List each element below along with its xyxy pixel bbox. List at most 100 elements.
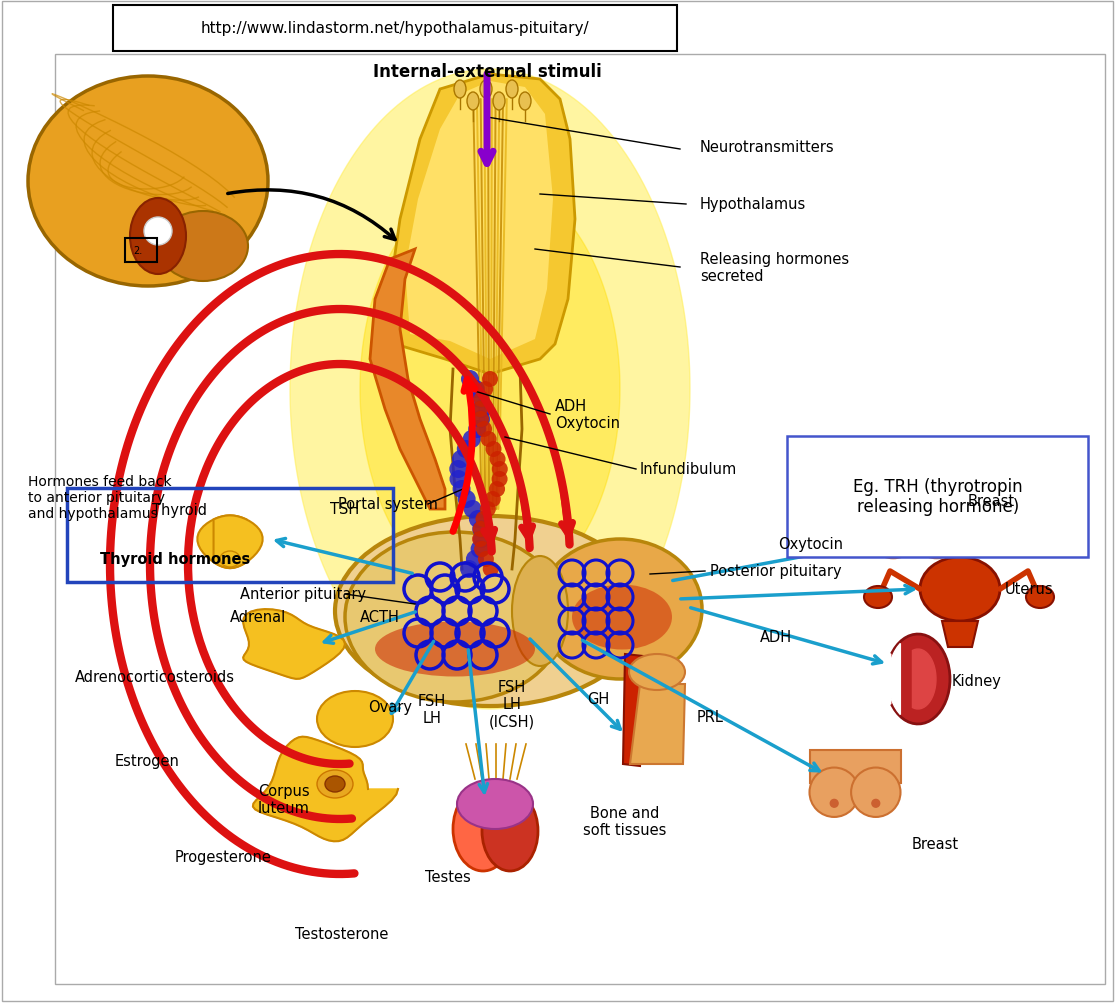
Polygon shape — [892, 635, 950, 724]
Circle shape — [457, 440, 475, 458]
Polygon shape — [214, 516, 262, 569]
Text: Infundibulum: Infundibulum — [640, 462, 737, 477]
Polygon shape — [942, 622, 978, 647]
Circle shape — [474, 391, 489, 407]
Circle shape — [469, 511, 487, 529]
Circle shape — [473, 411, 488, 427]
Polygon shape — [867, 488, 962, 523]
Text: Internal-external stimuli: Internal-external stimuli — [372, 63, 601, 81]
FancyBboxPatch shape — [787, 436, 1088, 558]
Ellipse shape — [345, 533, 565, 702]
Text: Neurotransmitters: Neurotransmitters — [700, 140, 835, 155]
Text: Eg. TRH (thyrotropin
releasing hormone): Eg. TRH (thyrotropin releasing hormone) — [853, 477, 1022, 516]
Circle shape — [463, 430, 481, 448]
Circle shape — [489, 451, 505, 467]
Text: Breast: Breast — [968, 494, 1015, 509]
Text: Breast: Breast — [912, 837, 959, 852]
Circle shape — [492, 471, 507, 487]
Ellipse shape — [572, 585, 672, 650]
Text: Oxytocin: Oxytocin — [778, 537, 843, 552]
Ellipse shape — [158, 212, 248, 282]
Ellipse shape — [932, 541, 941, 549]
Polygon shape — [290, 70, 690, 709]
Text: Testes: Testes — [425, 870, 471, 885]
Circle shape — [472, 390, 489, 408]
Ellipse shape — [317, 770, 353, 798]
Text: Ovary: Ovary — [368, 700, 413, 715]
Ellipse shape — [518, 93, 531, 111]
Polygon shape — [197, 516, 246, 569]
Text: Hypothalamus: Hypothalamus — [700, 198, 806, 213]
Text: FSH
LH
(ICSH): FSH LH (ICSH) — [489, 679, 535, 729]
Text: Uterus: Uterus — [1005, 582, 1054, 597]
Text: Testosterone: Testosterone — [295, 927, 388, 942]
Text: Hormones feed back
to anterior pituitary
and hypothalamus: Hormones feed back to anterior pituitary… — [28, 474, 172, 521]
Text: Releasing hormones
secreted: Releasing hormones secreted — [700, 252, 850, 284]
Text: ADH: ADH — [760, 630, 792, 645]
Circle shape — [468, 420, 486, 438]
Polygon shape — [370, 250, 445, 510]
Ellipse shape — [334, 517, 644, 706]
Text: TSH: TSH — [330, 502, 359, 517]
Ellipse shape — [831, 799, 838, 807]
Text: PRL: PRL — [697, 710, 724, 725]
Circle shape — [472, 401, 488, 417]
Circle shape — [482, 372, 498, 387]
Polygon shape — [809, 750, 901, 782]
Polygon shape — [405, 82, 553, 360]
Ellipse shape — [506, 81, 518, 99]
Ellipse shape — [144, 218, 172, 246]
Polygon shape — [888, 644, 901, 715]
Circle shape — [460, 561, 478, 579]
Ellipse shape — [920, 558, 1000, 622]
Circle shape — [460, 371, 479, 388]
Circle shape — [477, 381, 493, 397]
Polygon shape — [630, 684, 685, 764]
Circle shape — [481, 431, 496, 447]
Text: Corpus
luteum: Corpus luteum — [258, 783, 310, 815]
Ellipse shape — [324, 776, 345, 792]
Text: ADH
Oxytocin: ADH Oxytocin — [555, 398, 620, 430]
Polygon shape — [390, 75, 575, 375]
Polygon shape — [623, 654, 643, 766]
Ellipse shape — [457, 779, 533, 829]
Circle shape — [473, 400, 491, 418]
Text: GH: GH — [586, 692, 609, 707]
Text: Thyroid: Thyroid — [152, 502, 207, 517]
Text: FSH
LH: FSH LH — [418, 693, 446, 725]
Circle shape — [485, 491, 501, 508]
Text: Posterior pituitary: Posterior pituitary — [710, 564, 842, 579]
Ellipse shape — [629, 654, 685, 690]
Ellipse shape — [28, 77, 268, 287]
Circle shape — [452, 450, 469, 468]
Ellipse shape — [851, 767, 901, 817]
Circle shape — [489, 481, 505, 497]
Ellipse shape — [482, 791, 539, 872]
Text: Anterior pituitary: Anterior pituitary — [240, 587, 366, 602]
Circle shape — [492, 461, 507, 477]
Text: Progesterone: Progesterone — [175, 850, 272, 865]
Circle shape — [478, 552, 494, 568]
Ellipse shape — [493, 93, 505, 111]
Circle shape — [457, 490, 476, 509]
Polygon shape — [912, 649, 935, 709]
Text: http://www.lindastorm.net/hypothalamus-pituitary/: http://www.lindastorm.net/hypothalamus-p… — [201, 21, 590, 36]
Circle shape — [483, 562, 498, 578]
Ellipse shape — [512, 557, 568, 666]
Text: Portal system: Portal system — [338, 497, 438, 512]
Ellipse shape — [453, 787, 513, 872]
Ellipse shape — [479, 81, 492, 99]
Text: Estrogen: Estrogen — [115, 753, 180, 768]
Circle shape — [472, 410, 489, 428]
Text: 2.: 2. — [133, 246, 143, 256]
Ellipse shape — [454, 81, 466, 99]
FancyBboxPatch shape — [113, 6, 677, 52]
Ellipse shape — [809, 767, 859, 817]
Ellipse shape — [130, 199, 186, 275]
Circle shape — [474, 542, 489, 558]
Text: ACTH: ACTH — [360, 610, 400, 625]
Ellipse shape — [375, 622, 535, 677]
Circle shape — [464, 500, 482, 519]
Ellipse shape — [1026, 587, 1054, 609]
Ellipse shape — [911, 508, 962, 559]
